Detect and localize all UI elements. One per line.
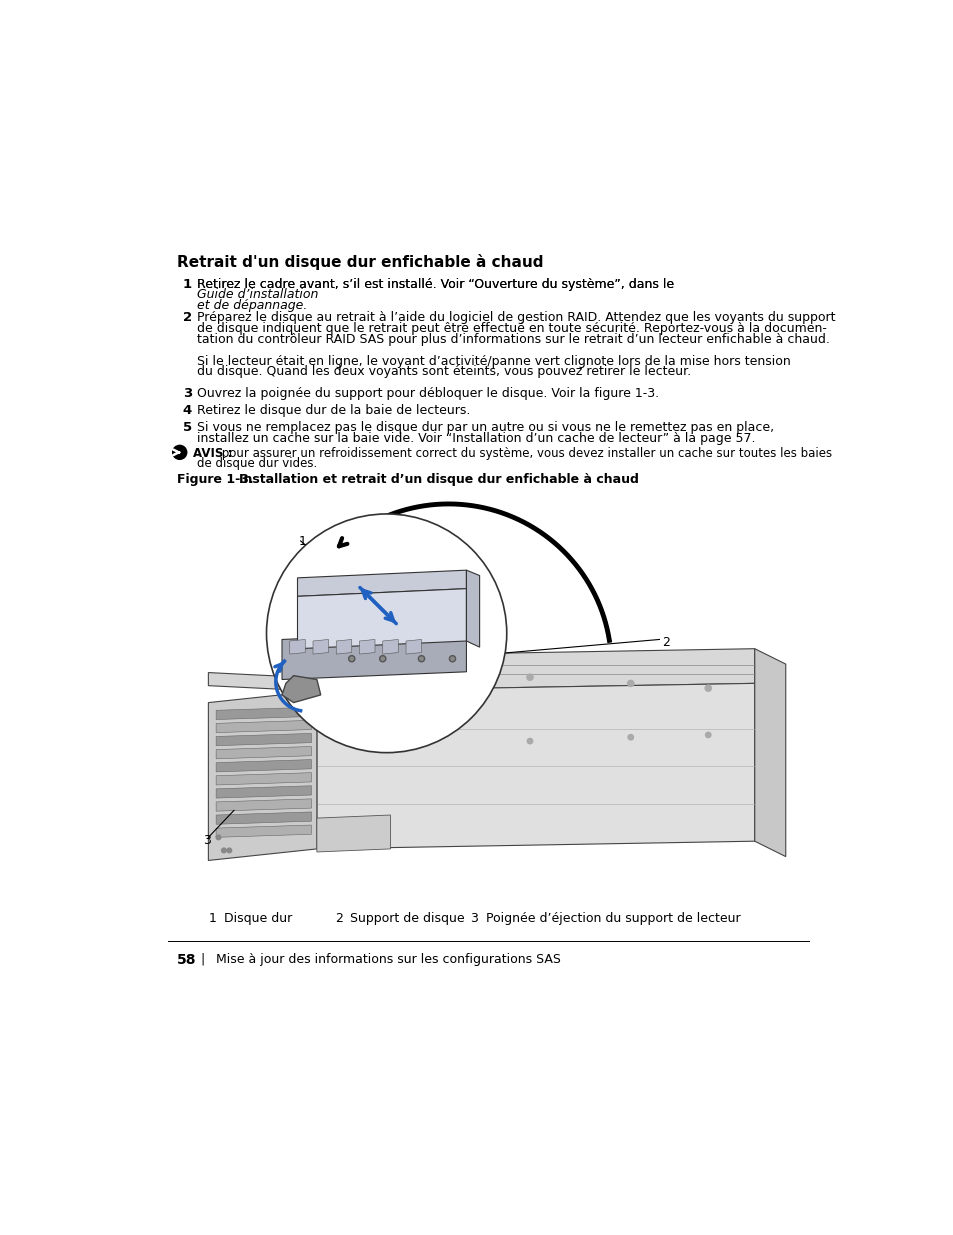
Polygon shape <box>282 632 466 679</box>
Text: 2: 2 <box>661 636 669 650</box>
Circle shape <box>705 732 710 737</box>
Circle shape <box>379 656 385 662</box>
Circle shape <box>704 685 711 692</box>
Text: 2: 2 <box>335 911 342 925</box>
Circle shape <box>216 835 220 840</box>
Text: Préparez le disque au retrait à l’aide du logiciel de gestion RAID. Attendez que: Préparez le disque au retrait à l’aide d… <box>196 311 835 325</box>
Text: du disque. Quand les deux voyants sont éteints, vous pouvez retirer le lecteur.: du disque. Quand les deux voyants sont é… <box>196 366 690 378</box>
Text: Ouvrez la poignée du support pour débloquer le disque. Voir la figure 1-3.: Ouvrez la poignée du support pour débloq… <box>196 387 659 400</box>
Text: 4: 4 <box>183 404 192 417</box>
Polygon shape <box>216 811 311 824</box>
Circle shape <box>627 680 633 687</box>
Text: AVIS :: AVIS : <box>193 447 232 459</box>
Text: Support de disque: Support de disque <box>350 911 464 925</box>
Polygon shape <box>297 589 466 648</box>
Text: Retirez le cadre avant, s’il est installé. Voir “Ouverture du système”, dans le : Retirez le cadre avant, s’il est install… <box>196 278 800 290</box>
Polygon shape <box>335 640 352 655</box>
Polygon shape <box>208 692 316 861</box>
Text: Si le lecteur était en ligne, le voyant d’activité/panne vert clignote lors de l: Si le lecteur était en ligne, le voyant … <box>196 354 790 368</box>
Text: 58: 58 <box>177 953 196 967</box>
Text: 1: 1 <box>183 278 192 290</box>
Text: tation du contrôleur RAID SAS pour plus d’informations sur le retrait d’un lecte: tation du contrôleur RAID SAS pour plus … <box>196 333 829 346</box>
Polygon shape <box>316 648 754 692</box>
Text: 1: 1 <box>298 535 307 548</box>
Text: Retirez le cadre avant, s’il est installé. Voir “Ouverture du système”, dans le: Retirez le cadre avant, s’il est install… <box>196 278 678 290</box>
Polygon shape <box>216 799 311 811</box>
Polygon shape <box>216 773 311 785</box>
Text: pour assurer un refroidissement correct du système, vous devez installer un cach: pour assurer un refroidissement correct … <box>217 447 831 459</box>
Polygon shape <box>316 683 754 848</box>
Text: Installation et retrait d’un disque dur enfichable à chaud: Installation et retrait d’un disque dur … <box>239 473 639 487</box>
Text: 3: 3 <box>203 834 211 846</box>
Polygon shape <box>466 571 479 647</box>
Polygon shape <box>290 640 305 655</box>
Circle shape <box>410 667 416 673</box>
Polygon shape <box>297 571 466 597</box>
Polygon shape <box>216 734 311 746</box>
Polygon shape <box>216 708 311 720</box>
Text: Figure 1-3.: Figure 1-3. <box>177 473 253 487</box>
Polygon shape <box>359 640 375 655</box>
Text: de disque dur vides.: de disque dur vides. <box>196 457 316 471</box>
Circle shape <box>266 514 506 752</box>
Text: et de dépannage.: et de dépannage. <box>196 299 307 312</box>
Circle shape <box>348 656 355 662</box>
Circle shape <box>627 735 633 740</box>
Text: Retirez le cadre avant, s’il est installé. Voir “Ouverture du système”, dans le: Retirez le cadre avant, s’il est install… <box>196 278 678 290</box>
Circle shape <box>526 674 533 680</box>
Circle shape <box>527 739 532 743</box>
Text: 5: 5 <box>183 421 192 433</box>
Polygon shape <box>282 676 320 703</box>
Text: |: | <box>200 953 205 966</box>
Circle shape <box>449 656 456 662</box>
Text: Poignée d’éjection du support de lecteur: Poignée d’éjection du support de lecteur <box>485 911 740 925</box>
Circle shape <box>172 445 187 461</box>
Text: 3: 3 <box>183 387 192 400</box>
Text: de disque indiquent que le retrait peut être effectué en toute sécurité. Reporte: de disque indiquent que le retrait peut … <box>196 322 825 335</box>
Polygon shape <box>406 640 421 655</box>
Text: Guide d’installation: Guide d’installation <box>196 288 317 301</box>
Circle shape <box>227 848 232 852</box>
Text: installez un cache sur la baie vide. Voir “Installation d’un cache de lecteur” à: installez un cache sur la baie vide. Voi… <box>196 431 755 445</box>
Polygon shape <box>216 746 311 758</box>
Polygon shape <box>216 760 311 772</box>
Text: Retrait d'un disque dur enfichable à chaud: Retrait d'un disque dur enfichable à cha… <box>177 254 543 270</box>
Text: Mise à jour des informations sur les configurations SAS: Mise à jour des informations sur les con… <box>216 953 560 966</box>
Text: 1: 1 <box>208 911 216 925</box>
Polygon shape <box>216 785 311 798</box>
Polygon shape <box>216 720 311 732</box>
Text: Si vous ne remplacez pas le disque dur par un autre ou si vous ne le remettez pa: Si vous ne remplacez pas le disque dur p… <box>196 421 773 433</box>
Polygon shape <box>216 825 311 837</box>
Text: Retirez le disque dur de la baie de lecteurs.: Retirez le disque dur de la baie de lect… <box>196 404 470 417</box>
Text: 2: 2 <box>183 311 192 325</box>
Polygon shape <box>316 815 390 852</box>
Circle shape <box>418 656 424 662</box>
Polygon shape <box>382 640 397 655</box>
Circle shape <box>221 848 226 852</box>
Text: 3: 3 <box>470 911 477 925</box>
Polygon shape <box>754 648 785 857</box>
Polygon shape <box>313 640 328 655</box>
Polygon shape <box>208 673 316 692</box>
Text: Disque dur: Disque dur <box>224 911 292 925</box>
